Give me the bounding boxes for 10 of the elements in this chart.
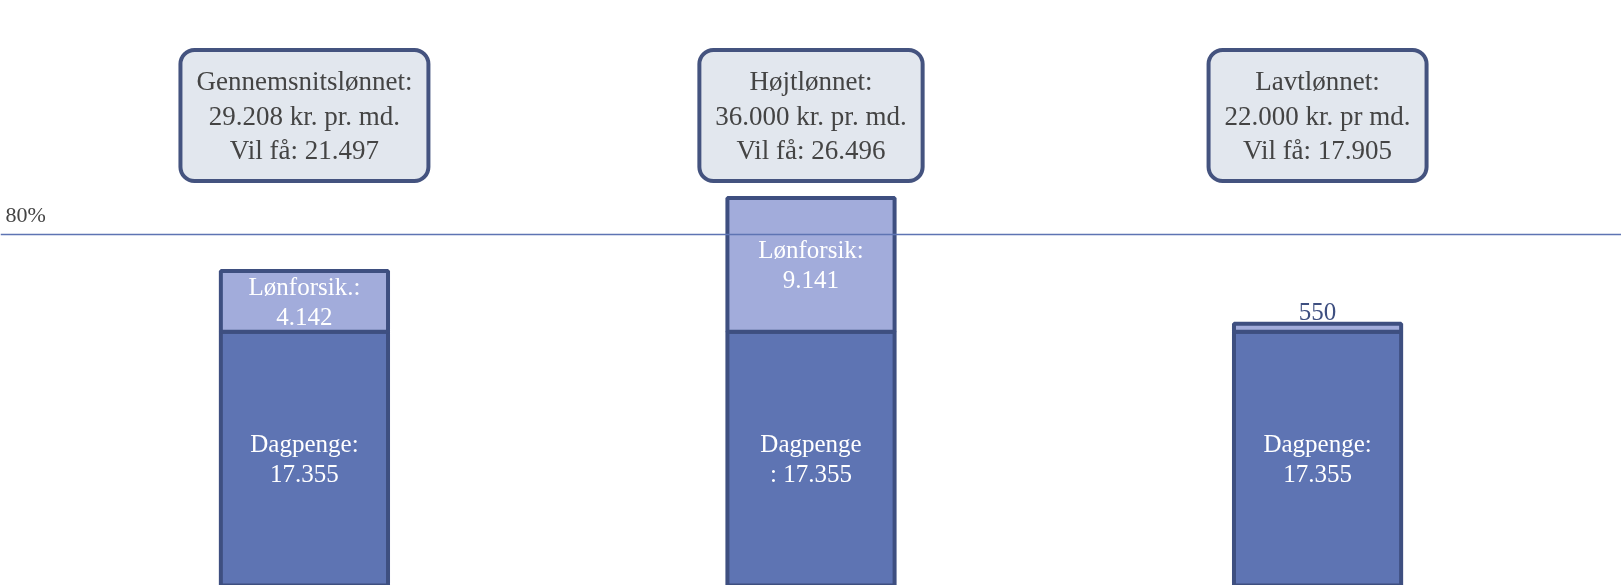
data-label: Dagpenge: 17.355 xyxy=(250,430,359,487)
annotation: 80% xyxy=(5,201,46,227)
annotation: Højtlønnet: 36.000 kr. pr. md. Vil få: 26.496 xyxy=(715,66,907,165)
data-label: 550 xyxy=(1298,297,1337,325)
data-label: Lønforsik.: 4.142 xyxy=(248,273,361,330)
annotation: Lavtlønnet: 22.000 kr. pr md. Vil få: 17.905 xyxy=(1224,66,1411,165)
annotation: Gennemsnitslønnet: 29.208 kr. pr. md. Vil få: 21.497 xyxy=(196,66,413,165)
data-label: Lønforsik: 9.141 xyxy=(758,236,864,294)
data-label: Dagpenge: 17.355 xyxy=(1263,430,1372,487)
data-label: Dagpenge : 17.355 xyxy=(760,430,862,487)
